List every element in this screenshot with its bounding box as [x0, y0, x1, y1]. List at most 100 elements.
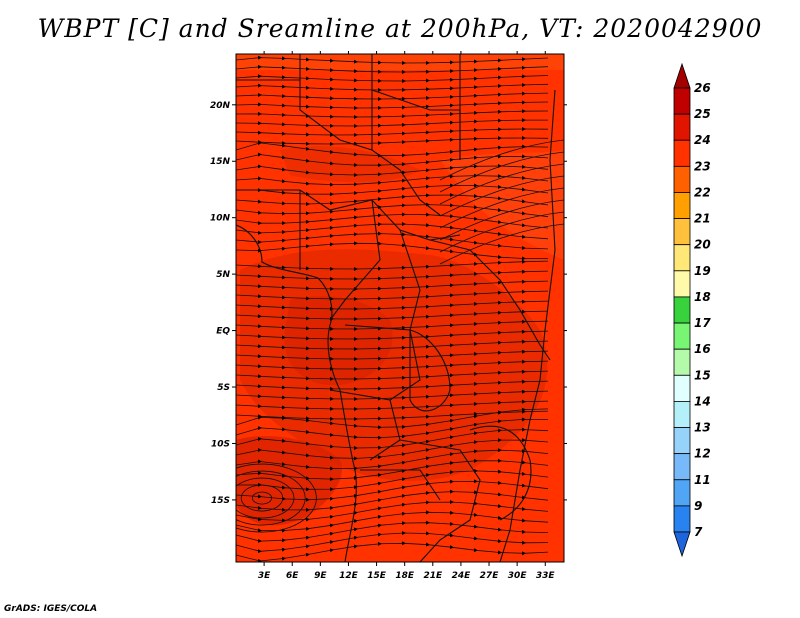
streamline	[439, 139, 564, 181]
streamline	[236, 91, 549, 102]
streamline	[236, 259, 549, 272]
x-tick-label: 3E	[258, 571, 271, 581]
colorbar-swatch	[673, 401, 691, 428]
x-tick-label: 15E	[367, 571, 387, 581]
colorbar-swatch	[673, 348, 691, 376]
colorbar-swatch	[673, 505, 691, 533]
y-tick-label: 15N	[210, 157, 231, 167]
colorbar-label: 14	[694, 394, 711, 408]
streamline	[236, 470, 306, 526]
x-tick-label: 33E	[536, 571, 556, 581]
x-tick-label: 12E	[339, 571, 359, 581]
streamline	[439, 151, 564, 193]
colorbar-label: 11	[694, 473, 711, 487]
colorbar-swatch	[673, 244, 691, 272]
y-tick-label: 5N	[216, 270, 230, 280]
x-tick-label: 6E	[286, 571, 299, 581]
plot-frame	[235, 53, 565, 563]
colorbar-swatch	[673, 479, 691, 507]
streamline	[236, 118, 548, 129]
streamline	[439, 175, 564, 217]
streamline	[236, 55, 549, 65]
colorbar-swatch	[673, 139, 691, 167]
colorbar-label: 21	[694, 212, 711, 226]
x-tick-label: 27E	[480, 571, 500, 581]
colorbar-label: 7	[694, 525, 703, 539]
streamline	[236, 379, 549, 392]
colorbar-swatch	[673, 296, 691, 324]
streamline	[236, 64, 549, 75]
streamline	[236, 127, 549, 137]
streamline	[236, 369, 549, 382]
streamlines	[236, 55, 564, 562]
streamline	[236, 299, 549, 312]
colorbar-label: 20	[694, 238, 711, 252]
streamline	[439, 163, 564, 205]
colorbar-swatch	[673, 270, 691, 298]
colorbar-swatch	[673, 218, 691, 246]
colorbar: 26 25 24 23 22 21 20 19 18 17 16 15 14 13 12 11 9 7	[673, 62, 711, 558]
streamline	[236, 74, 549, 84]
colorbar-top-arrow	[673, 62, 691, 89]
colorbar-swatch	[673, 453, 691, 481]
y-tick-label: 10S	[211, 439, 230, 449]
streamline	[236, 100, 549, 110]
y-tick-label: 5S	[217, 383, 230, 393]
streamline	[236, 241, 549, 261]
colorbar-label: 15	[694, 368, 711, 382]
colorbar-swatch	[673, 165, 691, 193]
chart-title: WBPT [C] and Sreamline at 200hPa, VT: 20…	[37, 14, 763, 43]
colorbar-swatch	[673, 322, 691, 350]
colorbar-label: 12	[694, 447, 711, 461]
streamline	[236, 463, 317, 533]
colorbar-swatch	[673, 374, 691, 402]
colorbar-label: 24	[694, 133, 711, 147]
colorbar-label: 19	[694, 264, 711, 278]
y-axis: 15S 10S 5S EQ 5N 10N 15N 20N	[210, 101, 567, 506]
colorbar-label: 26	[694, 81, 711, 95]
colorbar-label: 13	[694, 421, 711, 435]
colorbar-swatch	[673, 113, 691, 141]
colorbar-swatch	[673, 427, 691, 455]
colorbar-label: 23	[694, 159, 711, 173]
streamline	[236, 163, 549, 178]
x-tick-label: 18E	[395, 571, 415, 581]
streamline	[236, 82, 549, 92]
colorbar-label: 17	[694, 316, 711, 330]
grads-credit: GrADS: IGES/COLA	[4, 604, 98, 614]
streamline	[236, 359, 549, 372]
streamline	[236, 289, 549, 302]
streamline	[236, 109, 549, 119]
colorbar-swatch	[673, 87, 691, 115]
x-axis: 3E 6E 9E 12E 15E 18E 21E 24E 27E 30E 33E	[258, 51, 556, 581]
y-tick-label: 10N	[210, 214, 231, 224]
colorbar-bottom-arrow	[673, 531, 691, 558]
colorbar-swatch	[673, 192, 691, 219]
streamline	[439, 187, 564, 229]
x-tick-label: 30E	[508, 571, 528, 581]
colorbar-label: 18	[694, 290, 711, 304]
x-tick-label: 21E	[423, 571, 443, 581]
streamline	[236, 349, 549, 362]
colorbar-label: 25	[694, 107, 711, 121]
streamline	[252, 491, 272, 505]
streamline	[236, 329, 549, 342]
y-tick-label: EQ	[216, 327, 230, 337]
streamline	[439, 223, 564, 265]
streamline	[236, 309, 549, 322]
streamline	[240, 484, 284, 512]
streamline	[236, 477, 295, 519]
streamline	[236, 339, 549, 352]
x-tick-label: 24E	[452, 571, 472, 581]
colorbar-label: 22	[694, 185, 711, 199]
streamline	[236, 541, 549, 562]
y-tick-label: 15S	[211, 496, 230, 506]
country-borders	[236, 54, 556, 562]
streamline	[236, 279, 549, 292]
colorbar-label: 9	[694, 499, 702, 513]
colorbar-label: 16	[694, 342, 711, 356]
y-tick-label: 20N	[210, 101, 231, 111]
streamline	[236, 269, 549, 282]
x-tick-label: 9E	[314, 571, 327, 581]
